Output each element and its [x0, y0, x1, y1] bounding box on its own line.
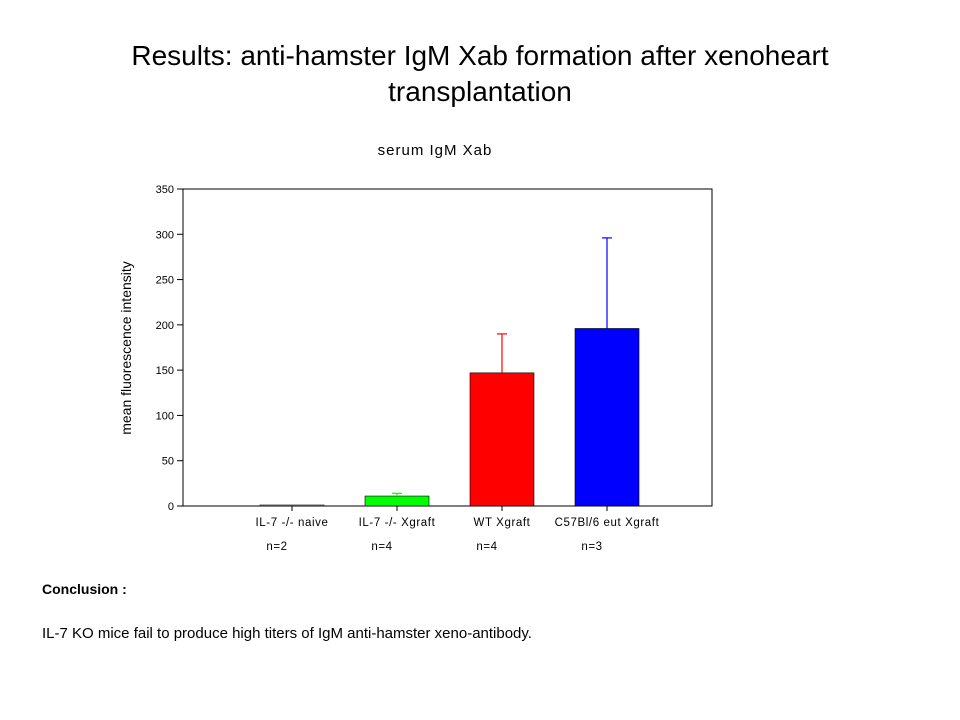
x-tick-label: WT Xgraft	[474, 517, 531, 529]
slide-title-line-2: transplantation	[388, 76, 572, 107]
bar	[259, 504, 325, 507]
y-tick-label: 100	[156, 410, 174, 422]
conclusion-heading: Conclusion :	[42, 581, 127, 597]
y-tick-label: 0	[168, 501, 174, 513]
y-tick-label: 50	[162, 456, 174, 468]
y-tick-label: 300	[156, 229, 174, 241]
y-axis: 0 50 100 150 200 250 300 350	[156, 184, 183, 513]
x-tick-label: IL-7 -/- naive	[256, 517, 329, 529]
x-tick-label: IL-7 -/- Xgraft	[359, 517, 436, 529]
slide-title-line-1: Results: anti-hamster IgM Xab formation …	[131, 40, 829, 71]
y-tick-label: 250	[156, 275, 174, 287]
sample-size-label: n=2	[266, 541, 287, 553]
y-tick-label: 200	[156, 320, 174, 332]
x-axis: IL-7 -/- naive n=2 IL-7 -/- Xgraft n=4 WT Xg…	[256, 506, 660, 553]
conclusion-text: IL-7 KO mice fail to produce high titers…	[42, 625, 532, 642]
sample-size-label: n=4	[476, 541, 497, 553]
bars	[259, 237, 640, 507]
y-axis-label: mean fluorescence intensity	[118, 261, 134, 435]
sample-size-label: n=3	[581, 541, 602, 553]
bar	[469, 372, 535, 507]
y-tick-label: 350	[156, 184, 174, 196]
plot-frame	[182, 188, 713, 507]
slide-title: Results: anti-hamster IgM Xab formation …	[40, 38, 920, 110]
bar	[574, 328, 640, 507]
sample-size-label: n=4	[371, 541, 392, 553]
bar	[364, 495, 430, 507]
x-tick-label: C57Bl/6 eut Xgraft	[555, 517, 660, 529]
y-tick-label: 150	[156, 365, 174, 377]
chart-title: serum IgM Xab	[378, 142, 493, 159]
